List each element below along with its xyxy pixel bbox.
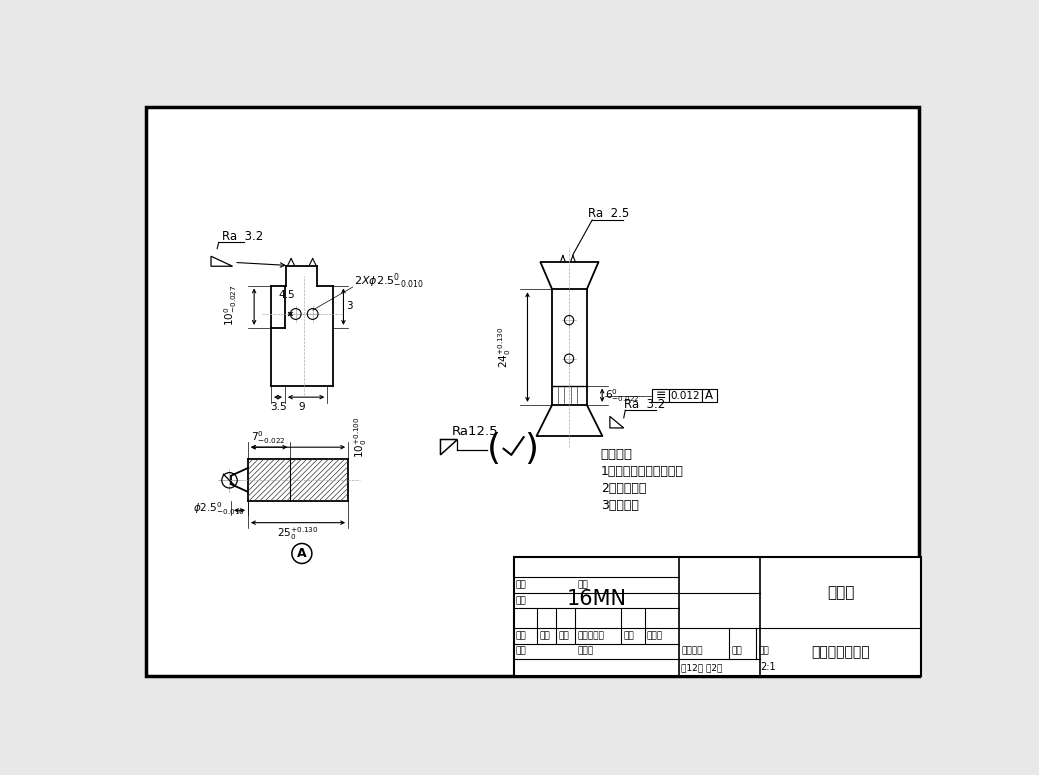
Text: 阶段标记: 阶段标记 <box>682 647 703 656</box>
Text: $2X\phi2.5^{0}_{-0.010}$: $2X\phi2.5^{0}_{-0.010}$ <box>354 271 424 291</box>
Text: 技术要求: 技术要求 <box>601 449 633 461</box>
Text: 3.5: 3.5 <box>270 402 287 412</box>
Text: $10^{0}_{-0.027}$: $10^{0}_{-0.027}$ <box>222 284 239 326</box>
Text: 3、去毛刺: 3、去毛刺 <box>601 499 639 512</box>
Bar <box>701 390 717 401</box>
Text: A: A <box>297 547 307 560</box>
Text: ): ) <box>525 432 538 466</box>
Text: $6^{0}_{-0.022}$: $6^{0}_{-0.022}$ <box>606 388 640 404</box>
Text: 比例: 比例 <box>758 647 769 656</box>
Text: Ra  2.5: Ra 2.5 <box>588 208 630 220</box>
Text: 处数: 处数 <box>539 632 550 640</box>
Text: (: ( <box>487 432 502 466</box>
Text: ≡: ≡ <box>656 389 666 402</box>
Text: 上方圆盘连爸块: 上方圆盘连爸块 <box>811 645 870 659</box>
Text: 批准: 批准 <box>578 580 588 590</box>
Text: 共12张 第2张: 共12张 第2张 <box>682 663 723 672</box>
Text: 2:1: 2:1 <box>760 663 776 673</box>
Text: Ra  3.2: Ra 3.2 <box>623 398 665 411</box>
Text: 2、调质处理: 2、调质处理 <box>601 482 646 495</box>
Text: 4.5: 4.5 <box>278 290 295 300</box>
Text: 重量: 重量 <box>731 647 742 656</box>
Bar <box>669 390 701 401</box>
Text: 标记: 标记 <box>516 632 527 640</box>
Text: Ra12.5: Ra12.5 <box>451 425 498 439</box>
Text: 签名: 签名 <box>623 632 635 640</box>
Text: $\phi2.5^{0}_{-0.010}$: $\phi2.5^{0}_{-0.010}$ <box>192 501 244 517</box>
Text: 年月日: 年月日 <box>647 632 663 640</box>
Bar <box>652 390 669 401</box>
Text: 1、锻件不许有锻造缺陷: 1、锻件不许有锻造缺陷 <box>601 465 684 478</box>
Text: $10^{+0.100}_{0}$: $10^{+0.100}_{0}$ <box>352 416 369 458</box>
Text: 零件图: 零件图 <box>827 585 854 600</box>
Text: 更改文件号: 更改文件号 <box>578 632 605 640</box>
Text: $7^{0}_{-0.022}$: $7^{0}_{-0.022}$ <box>251 429 286 446</box>
Text: $25^{+0.130}_{0}$: $25^{+0.130}_{0}$ <box>277 525 319 542</box>
Text: 工艺: 工艺 <box>516 580 527 590</box>
Text: 16MN: 16MN <box>566 589 627 609</box>
Text: 3: 3 <box>347 301 353 311</box>
Text: $24^{+0.130}_{0}$: $24^{+0.130}_{0}$ <box>496 326 513 368</box>
Bar <box>513 556 921 676</box>
Text: 审核: 审核 <box>516 596 527 605</box>
Text: 标准化: 标准化 <box>578 647 593 656</box>
Text: 9: 9 <box>298 402 305 412</box>
Text: 设计: 设计 <box>516 647 527 656</box>
Text: 分区: 分区 <box>558 632 569 640</box>
Text: A: A <box>705 389 713 402</box>
Text: Ra  3.2: Ra 3.2 <box>221 230 263 243</box>
Text: 0.012: 0.012 <box>670 391 700 401</box>
